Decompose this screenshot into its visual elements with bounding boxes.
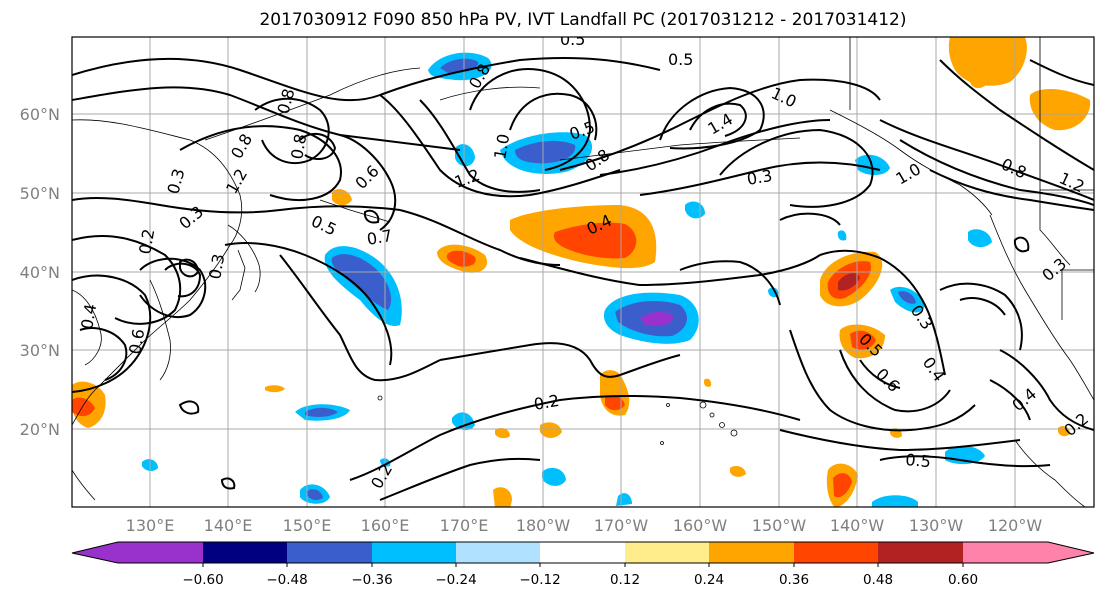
contour-label: 0.7 [365, 226, 393, 249]
lon-label: 180°W [516, 516, 571, 535]
map-frame [71, 36, 1095, 508]
neg-anomaly-south-1-core [305, 407, 338, 417]
colorbar-tick-label: −0.24 [435, 572, 476, 588]
lon-label: 120°W [988, 516, 1043, 535]
colorbar-tick-label: 0.36 [779, 572, 809, 588]
colorbar-outline [71, 541, 1095, 564]
neg-anomaly-south-4 [542, 467, 566, 486]
contour-label: 0.5 [668, 50, 693, 69]
lon-label: 150°W [752, 516, 807, 535]
colorbar: −0.60 −0.48 −0.36 −0.24 −0.12 0.12 0.24 … [71, 541, 1095, 588]
colorbar-tick-label: 0.48 [863, 572, 893, 588]
lon-label: 150°E [283, 516, 332, 535]
lat-label: 30°N [20, 341, 60, 360]
colorbar-tick-label: 0.12 [610, 572, 640, 588]
colorbar-segment [878, 542, 963, 563]
lat-axis: 60°N 50°N 40°N 30°N 20°N [20, 105, 60, 439]
pos-anomaly-south-6 [265, 385, 285, 393]
contour-label: 0.3 [205, 252, 228, 280]
pos-anomaly-south-5 [495, 428, 510, 439]
neg-anomaly-south-3-core [306, 489, 323, 500]
pos-anomaly-canada-1 [1029, 88, 1091, 131]
contour-label: 0.2 [532, 391, 560, 414]
contour-lines [72, 57, 1094, 501]
pos-anomaly-mid-1-core [446, 250, 476, 267]
lat-label: 60°N [20, 105, 60, 124]
contour-label: 0.3 [745, 166, 773, 189]
neg-anomaly-south-6 [872, 495, 918, 507]
contour-label: 0.2 [135, 227, 158, 255]
colorbar-segment [287, 542, 372, 563]
colorbar-segment [372, 542, 456, 563]
lon-label: 140°E [204, 516, 253, 535]
pos-anomaly-north-pacific-core [553, 222, 637, 259]
map-title: 2017030912 F090 850 hPa PV, IVT Landfall… [259, 10, 906, 30]
contour-label: 0.6 [125, 327, 148, 355]
contour-label: 0.8 [287, 132, 310, 160]
colorbar-segment [456, 542, 540, 563]
neg-anomaly-gulf-alaska-west-core [515, 140, 576, 164]
pos-anomaly-hawaii-north-core [605, 395, 625, 411]
colorbar-segment [118, 542, 203, 563]
pos-anomaly-south-7 [730, 466, 746, 477]
lon-axis: 130°E 140°E 150°E 160°E 170°E 180°W 170°… [126, 516, 1043, 535]
pos-anomaly-west-coast-core [72, 397, 95, 417]
graticule [72, 37, 1094, 507]
pos-anomaly-east-1-peak [838, 273, 860, 291]
contour-label: 0.4 [77, 302, 100, 330]
colorbar-tick-label: −0.12 [519, 572, 560, 588]
colorbar-segment [72, 542, 118, 563]
colorbar-segment [963, 542, 1048, 563]
pos-anomaly-alaska-ne [948, 37, 1027, 86]
colorbar-segment [625, 542, 709, 563]
colorbar-segment [709, 542, 794, 563]
lon-label: 130°E [126, 516, 175, 535]
colorbar-segment [540, 542, 625, 563]
colorbar-segment [794, 542, 878, 563]
colorbar-tick-label: 0.24 [694, 572, 724, 588]
lon-label: 160°W [673, 516, 728, 535]
neg-anomaly-small-6 [837, 230, 847, 241]
colorbar-tick-label: −0.36 [351, 572, 392, 588]
lat-label: 40°N [20, 263, 60, 282]
colorbar-segment [203, 542, 287, 563]
lon-label: 160°E [361, 516, 410, 535]
contour-label: 1.0 [490, 132, 513, 160]
colorbar-segment [1048, 542, 1094, 563]
pos-anomaly-canada-2 [970, 77, 985, 89]
colorbar-tick-label: −0.60 [182, 572, 223, 588]
islands [377, 395, 738, 445]
lat-label: 50°N [20, 184, 60, 203]
pos-anomaly-south-10 [704, 378, 712, 387]
neg-anomaly-east-2-core [898, 291, 916, 304]
lon-label: 140°W [830, 516, 885, 535]
lon-label: 170°W [594, 516, 649, 535]
neg-anomaly-east-3 [968, 229, 992, 248]
pos-anomaly-south-2-core [833, 473, 852, 498]
contour-label: 0.5 [905, 450, 932, 471]
neg-anomaly-japan-east-core [331, 254, 392, 310]
neg-anomaly-small-4 [616, 493, 632, 506]
contour-label: 0.5 [560, 30, 585, 49]
map-panel: 0.5 0.5 0.8 0.8 1.0 1.4 0.8 0.5 1.0 0.8 … [71, 30, 1095, 508]
colorbar-tick-label: −0.48 [266, 572, 307, 588]
colorbar-tick-label: 0.60 [948, 572, 978, 588]
lon-label: 130°W [909, 516, 964, 535]
neg-anomaly-central-pacific-core [640, 311, 674, 327]
colorbar-ticks [202, 563, 964, 567]
pos-anomaly-south-3 [493, 487, 512, 507]
pos-anomaly-south-1 [540, 422, 562, 438]
lon-label: 170°E [440, 516, 489, 535]
lat-label: 20°N [20, 420, 60, 439]
